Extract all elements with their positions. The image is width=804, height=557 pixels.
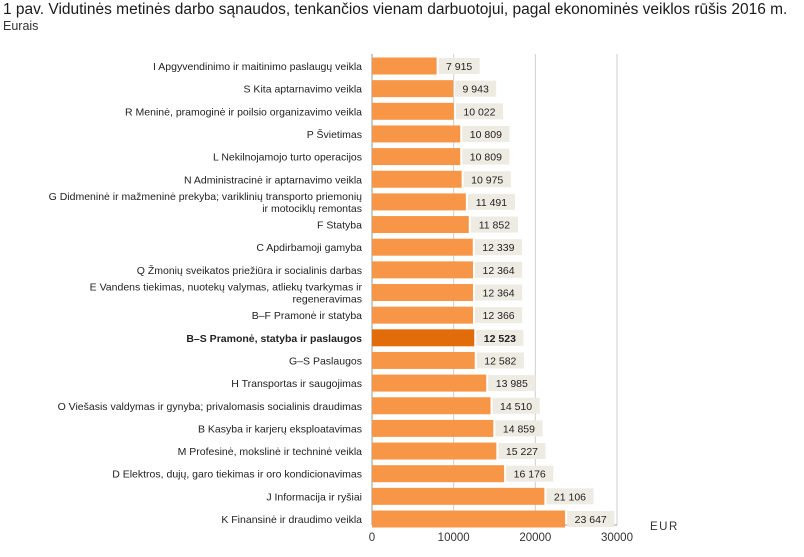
value-label-box <box>455 103 504 120</box>
value-label: 10 975 <box>471 174 503 186</box>
category-label: G Didmeninė ir mažmeninė prekyba; varikl… <box>49 191 363 203</box>
bar <box>372 510 566 528</box>
chart-title: 1 pav. Vidutinės metinės darbo sąnaudos,… <box>3 1 788 18</box>
x-tick-label: 10000 <box>438 532 470 544</box>
bar <box>372 419 494 437</box>
value-label-box <box>462 148 510 165</box>
category-label: C Apdirbamoji gamyba <box>256 242 362 254</box>
value-label-box <box>474 284 523 301</box>
bar <box>372 351 475 369</box>
x-tick-label: 30000 <box>601 532 633 544</box>
x-tick-label: 0 <box>369 532 375 544</box>
bar <box>372 102 454 120</box>
value-label-box <box>463 171 511 188</box>
value-label-box <box>488 375 536 392</box>
value-label: 12 339 <box>482 242 514 254</box>
value-label: 10 022 <box>463 106 495 118</box>
x-tick-label: 20000 <box>519 532 551 544</box>
value-label-box <box>474 307 523 324</box>
value-label-box <box>506 465 554 482</box>
value-label: 14 859 <box>503 423 535 435</box>
value-label: 10 809 <box>470 152 502 164</box>
bar <box>372 193 466 211</box>
category-label: B Kasyba ir karjerų eksploatavimas <box>198 423 362 435</box>
category-label: G–S Paslaugos <box>289 355 362 367</box>
value-label-box <box>495 420 543 437</box>
bar <box>372 80 454 98</box>
value-label-box <box>498 443 546 460</box>
value-label: 15 227 <box>506 446 538 458</box>
value-label: 12 523 <box>484 333 516 345</box>
bar-highlight <box>372 329 475 347</box>
bar <box>372 442 497 460</box>
chart-subtitle: Eurais <box>3 19 39 33</box>
bar <box>372 238 473 256</box>
value-label: 12 582 <box>484 355 516 367</box>
category-label: F Statyba <box>317 220 362 232</box>
category-label: I Apgyvendinimo ir maitinimo paslaugų ve… <box>153 61 362 73</box>
bar <box>372 125 461 143</box>
value-label: 11 852 <box>479 220 510 232</box>
category-label: B–F Pramonė ir statyba <box>252 310 362 322</box>
bar <box>372 216 469 234</box>
bar <box>372 284 473 301</box>
bar <box>372 465 505 483</box>
value-label: 21 106 <box>554 491 586 503</box>
bar <box>372 148 461 166</box>
value-label-box <box>438 58 480 74</box>
value-label-box <box>476 352 524 369</box>
value-label-box <box>462 125 510 142</box>
value-label-box <box>567 511 615 527</box>
value-label: 10 809 <box>470 129 502 141</box>
x-axis-label: EUR <box>650 521 679 533</box>
value-label-box <box>470 216 518 233</box>
category-label: O Viešasis valdymas ir gynyba; privaloma… <box>58 401 362 413</box>
category-label: B–S Pramonė, statyba ir paslaugos <box>186 333 362 345</box>
value-label-box <box>546 488 594 505</box>
value-label: 9 943 <box>463 84 489 96</box>
category-label: L Nekilnojamojo turto operacijos <box>213 152 362 164</box>
value-label-box <box>474 239 522 256</box>
bar <box>372 374 487 392</box>
value-label-box <box>467 193 516 210</box>
bar <box>372 261 473 279</box>
value-label: 23 647 <box>575 514 607 526</box>
value-label-box <box>476 329 524 346</box>
category-label: E Vandens tiekimas, nuotekų valymas, atl… <box>90 282 363 294</box>
category-label: Q Žmonių sveikatos priežiūra ir socialin… <box>137 264 362 277</box>
category-label: P Švietimas <box>307 128 362 141</box>
value-label: 12 366 <box>483 310 515 322</box>
value-label: 11 491 <box>476 197 507 209</box>
value-label: 16 176 <box>514 469 546 481</box>
category-label: D Elektros, dujų, garo tiekimas ir oro k… <box>112 469 362 481</box>
bar <box>372 306 473 324</box>
category-label: S Kita aptarnavimo veikla <box>244 84 363 96</box>
category-label: regeneravimas <box>293 294 362 306</box>
category-label: K Finansinė ir draudimo veikla <box>221 514 362 526</box>
bar <box>372 397 491 415</box>
value-label-box <box>492 397 540 414</box>
value-label: 13 985 <box>496 378 528 390</box>
value-label: 12 364 <box>483 265 515 277</box>
value-label-box <box>455 80 497 97</box>
category-label: N Administracinė ir aptarnavimo veikla <box>184 174 362 186</box>
category-label: ir motociklų remontas <box>262 203 362 215</box>
value-label: 14 510 <box>500 401 532 413</box>
category-label: R Meninė, pramoginė ir poilsio organizav… <box>125 106 362 118</box>
value-label: 7 915 <box>446 61 472 73</box>
category-label: J Informacija ir ryšiai <box>266 491 362 503</box>
category-label: H Transportas ir saugojimas <box>231 378 362 390</box>
bar <box>372 487 545 505</box>
category-label: M Profesinė, mokslinė ir techninė veikla <box>178 446 363 458</box>
bar <box>372 170 462 188</box>
bar <box>372 57 437 75</box>
value-label-box <box>474 261 523 278</box>
value-label: 12 364 <box>483 288 515 300</box>
